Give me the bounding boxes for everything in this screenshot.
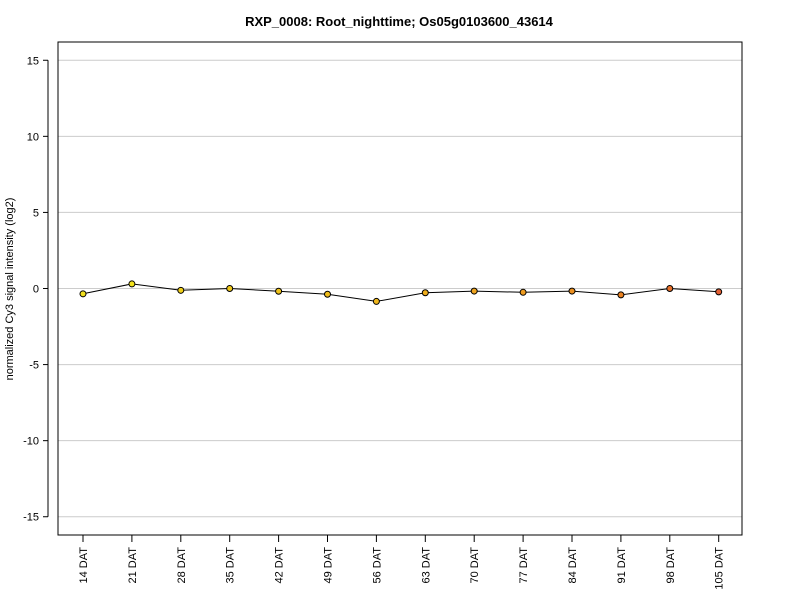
y-axis: -15 -10 -5 0 5 10 15 xyxy=(23,55,49,524)
y-tick-label: -15 xyxy=(23,512,39,524)
y-tick-label: 5 xyxy=(33,207,39,219)
y-tick-label: 0 xyxy=(33,284,39,296)
data-point xyxy=(666,285,674,292)
x-tick-label: 28 DAT xyxy=(176,547,188,584)
data-point xyxy=(617,291,625,299)
data-point xyxy=(372,297,380,305)
data-points xyxy=(79,280,723,305)
data-line xyxy=(82,283,719,302)
x-tick-label: 42 DAT xyxy=(274,547,286,584)
x-tick-label: 105 DAT xyxy=(714,547,726,590)
data-point xyxy=(421,289,429,297)
grid-lines xyxy=(58,59,742,518)
x-tick-label: 56 DAT xyxy=(371,547,383,584)
chart-title: RXP_0008: Root_nighttime; Os05g0103600_4… xyxy=(245,14,554,29)
y-tick-label: 15 xyxy=(27,55,39,67)
y-tick-label: -5 xyxy=(29,360,39,372)
data-point xyxy=(79,290,87,298)
series-line xyxy=(82,283,719,302)
x-tick-label: 21 DAT xyxy=(127,547,139,584)
x-tick-label: 84 DAT xyxy=(567,547,579,584)
x-tick-label: 98 DAT xyxy=(665,547,677,584)
data-point xyxy=(226,285,234,292)
data-point xyxy=(568,287,576,295)
x-tick-label: 63 DAT xyxy=(420,547,432,584)
x-tick-label: 14 DAT xyxy=(78,547,90,584)
data-point xyxy=(715,288,723,296)
data-point xyxy=(470,287,478,295)
x-tick-label: 70 DAT xyxy=(469,547,481,584)
data-point xyxy=(128,280,136,288)
data-point xyxy=(275,287,283,295)
y-tick-label: 10 xyxy=(27,131,39,143)
x-tick-label: 91 DAT xyxy=(616,547,628,584)
data-point xyxy=(177,286,185,294)
x-tick-label: 49 DAT xyxy=(323,547,335,584)
y-axis-label: normalized Cy3 signal intensity (log2) xyxy=(4,198,16,381)
data-point xyxy=(324,290,331,298)
x-tick-label: 77 DAT xyxy=(518,547,530,584)
x-tick-label: 35 DAT xyxy=(225,547,237,584)
data-point xyxy=(519,288,527,296)
y-tick-label: -10 xyxy=(23,436,39,448)
x-axis: 14 DAT 21 DAT 28 DAT 35 DAT 42 DAT 49 DAT 56 D… xyxy=(78,534,726,590)
